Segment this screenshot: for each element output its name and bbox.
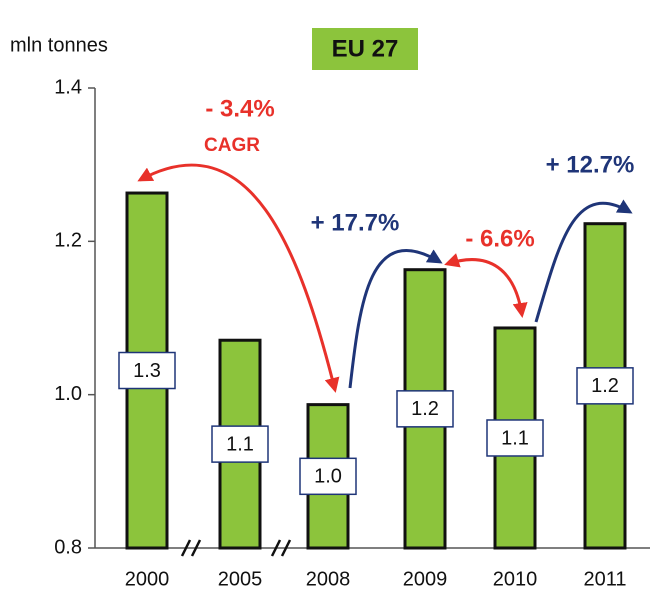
chart-title: EU 27 bbox=[332, 35, 399, 62]
annotation: CAGR bbox=[204, 135, 260, 156]
y-tick-label: 1.2 bbox=[54, 230, 82, 252]
y-tick-label: 0.8 bbox=[54, 536, 82, 558]
value-label: 1.2 bbox=[591, 375, 619, 397]
annotation: + 12.7% bbox=[546, 151, 635, 178]
x-tick-label: 2005 bbox=[218, 568, 263, 590]
y-tick-label: 1.0 bbox=[54, 383, 82, 405]
value-label: 1.0 bbox=[314, 466, 342, 488]
y-axis-label: mln tonnes bbox=[10, 34, 108, 56]
value-label-box bbox=[211, 425, 269, 463]
title-box bbox=[312, 28, 418, 70]
value-label: 1.3 bbox=[133, 360, 161, 382]
value-label: 1.1 bbox=[501, 427, 529, 449]
y-tick-label: 1.4 bbox=[54, 76, 82, 98]
value-label-box bbox=[576, 367, 634, 405]
value-label: 1.2 bbox=[411, 398, 439, 420]
annotation: - 3.4% bbox=[205, 95, 274, 122]
value-label-box bbox=[396, 390, 454, 428]
value-label-box bbox=[118, 351, 176, 390]
x-tick-label: 2008 bbox=[306, 568, 351, 590]
arrows bbox=[137, 163, 633, 393]
annotation: - 6.6% bbox=[465, 225, 534, 252]
x-tick-label: 2009 bbox=[403, 568, 448, 590]
value-label-box bbox=[486, 419, 544, 457]
axis-break bbox=[180, 539, 292, 557]
annotation: + 17.7% bbox=[311, 209, 400, 236]
value-label-box bbox=[299, 457, 357, 496]
x-tick-label: 2011 bbox=[583, 568, 626, 590]
x-tick-label: 2000 bbox=[125, 568, 170, 590]
x-tick-label: 2010 bbox=[493, 568, 538, 590]
value-label: 1.1 bbox=[226, 433, 254, 455]
